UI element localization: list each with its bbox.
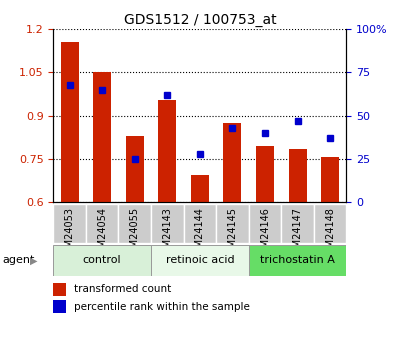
Bar <box>61 42 79 202</box>
Bar <box>216 204 248 243</box>
Bar <box>53 300 66 313</box>
Text: percentile rank within the sample: percentile rank within the sample <box>74 302 249 312</box>
Text: trichostatin A: trichostatin A <box>260 256 334 265</box>
Bar <box>158 100 176 202</box>
Text: GSM24053: GSM24053 <box>65 207 74 260</box>
Bar <box>151 245 248 276</box>
Text: ▶: ▶ <box>29 256 37 265</box>
Bar <box>191 175 208 202</box>
Bar <box>320 157 338 202</box>
Bar <box>53 245 151 276</box>
Bar <box>118 204 151 243</box>
Text: control: control <box>83 256 121 265</box>
Bar <box>53 204 85 243</box>
Text: GSM24054: GSM24054 <box>97 207 107 260</box>
Bar <box>248 204 281 243</box>
Bar <box>53 283 66 296</box>
Bar <box>183 204 216 243</box>
Text: GSM24148: GSM24148 <box>324 207 334 259</box>
Text: GSM24143: GSM24143 <box>162 207 172 259</box>
Bar <box>313 204 346 243</box>
Bar <box>85 204 118 243</box>
Bar <box>256 146 273 202</box>
Bar <box>126 136 143 202</box>
Text: GSM24146: GSM24146 <box>259 207 270 259</box>
Bar <box>248 245 346 276</box>
Text: GSM24055: GSM24055 <box>129 207 139 260</box>
Text: transformed count: transformed count <box>74 285 171 294</box>
Bar <box>93 72 111 202</box>
Title: GDS1512 / 100753_at: GDS1512 / 100753_at <box>123 13 276 27</box>
Text: retinoic acid: retinoic acid <box>165 256 234 265</box>
Text: GSM24144: GSM24144 <box>194 207 204 259</box>
Bar <box>223 123 241 202</box>
Text: GSM24147: GSM24147 <box>292 207 302 260</box>
Bar <box>288 149 306 202</box>
Bar <box>151 204 183 243</box>
Text: agent: agent <box>2 256 34 265</box>
Bar <box>281 204 313 243</box>
Text: GSM24145: GSM24145 <box>227 207 237 260</box>
